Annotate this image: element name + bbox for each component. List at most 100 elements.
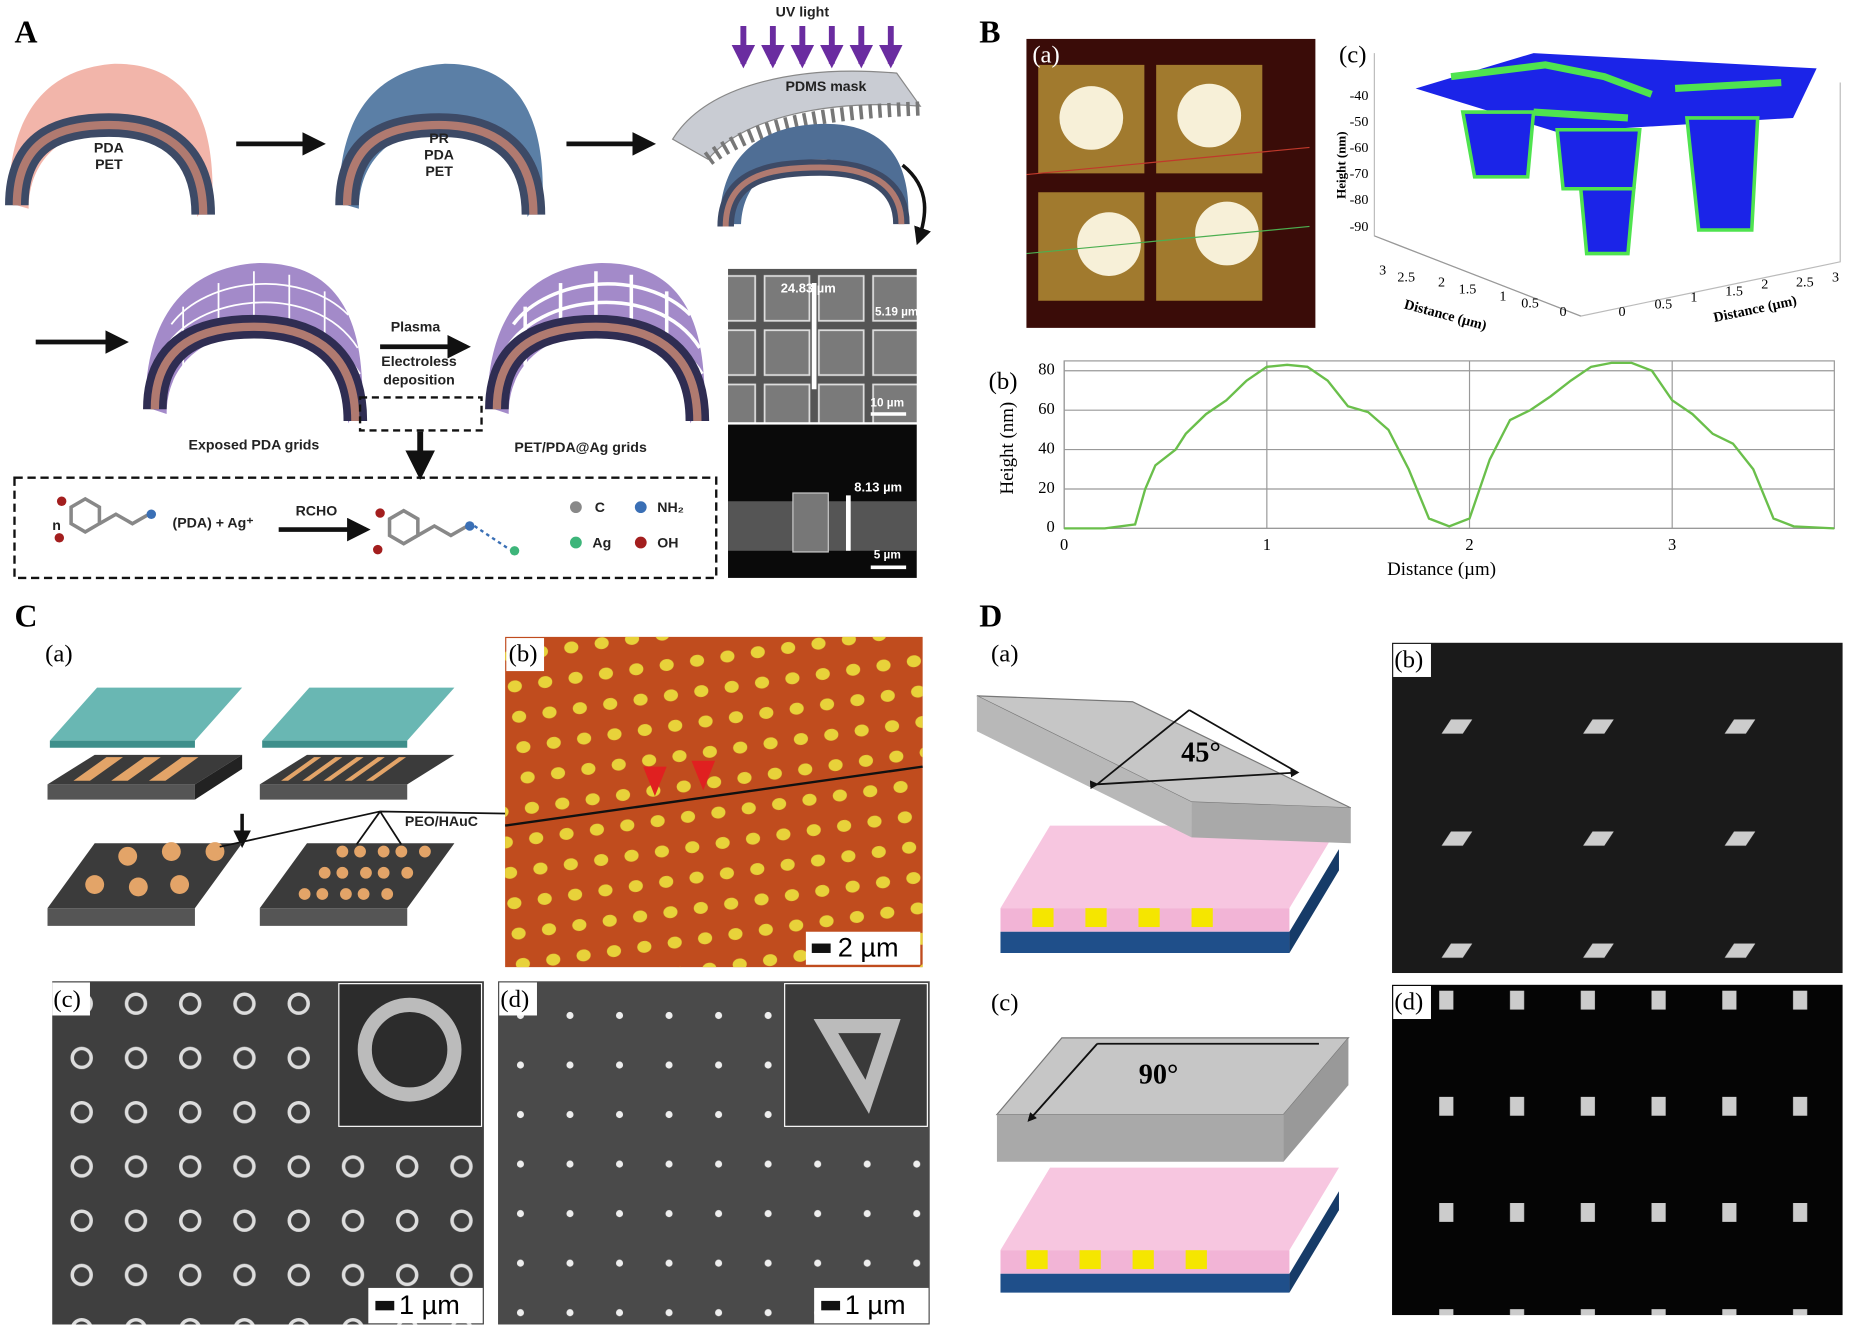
x-tick-label: 0.5 bbox=[1654, 297, 1672, 313]
sub-label: (a) bbox=[991, 640, 1018, 667]
sub-label: (c) bbox=[53, 986, 80, 1013]
arch-ag-grid bbox=[485, 263, 710, 424]
schematic-45: 45° bbox=[976, 695, 1352, 953]
uv-label: UV light bbox=[776, 4, 830, 20]
sem-d-d: (d) bbox=[1392, 984, 1843, 1316]
uv-exposure: UV light PDMS mask bbox=[671, 4, 931, 246]
x-tick-label: 1 bbox=[1263, 535, 1271, 554]
arch-grid bbox=[143, 263, 368, 424]
schematic-90: 90° bbox=[995, 1037, 1350, 1293]
legend-entry: Ag bbox=[592, 534, 611, 550]
sub-label: (b) bbox=[509, 640, 538, 667]
height-profile: (b) Height (nm) Distance (µm) 0 20 40 60 80 0… bbox=[989, 360, 1835, 580]
z-tick-label: -80 bbox=[1350, 192, 1369, 208]
sub-label: (b) bbox=[1394, 646, 1423, 673]
legend-entry: C bbox=[595, 499, 605, 515]
mask-label: PDMS mask bbox=[785, 78, 866, 94]
panel-label: B bbox=[979, 15, 1000, 50]
panel-d: D (a) 45° (c) 90° (b) (d) bbox=[976, 599, 1843, 1316]
x-tick-label: 3 bbox=[1668, 535, 1676, 554]
z-tick-label: -70 bbox=[1350, 166, 1369, 182]
afm-image: (a) bbox=[1026, 38, 1316, 328]
caption: Exposed PDA grids bbox=[189, 437, 320, 453]
axis-label: Distance (µm) bbox=[1387, 559, 1496, 580]
x-tick-label: 0 bbox=[1060, 535, 1068, 554]
panel-c: C (a) PEO/HAuC (b) 2 µm (c) 1 µm bbox=[14, 599, 930, 1325]
x-tick-label: 0.5 bbox=[1521, 296, 1539, 312]
x-tick-label: 0 bbox=[1560, 304, 1567, 320]
layer-label: PDA bbox=[94, 139, 124, 155]
z-tick-label: -90 bbox=[1350, 219, 1369, 235]
step-label: Electroless bbox=[381, 353, 457, 369]
reaction: n (PDA) + Ag⁺ RCHO C NH₂ Ag OH bbox=[13, 476, 718, 580]
afm-dots: (b) 2 µm bbox=[504, 636, 923, 968]
x-tick-label: 3 bbox=[1379, 263, 1386, 279]
x-tick-label: 3 bbox=[1832, 270, 1839, 286]
sem-top: 24.83 µm 5.19 µm 10 µm bbox=[728, 268, 918, 423]
layer-label: PDA bbox=[424, 146, 454, 162]
x-tick-label: 2.5 bbox=[1796, 274, 1814, 290]
y-tick-label: 0 bbox=[1046, 517, 1054, 536]
sub-label: (c) bbox=[991, 990, 1018, 1017]
panel-label: D bbox=[979, 599, 1002, 634]
sub-label: (b) bbox=[989, 368, 1018, 395]
measure-label: 5.19 µm bbox=[875, 306, 918, 319]
sub-label: (d) bbox=[500, 986, 529, 1013]
x-tick-label: 1.5 bbox=[1459, 281, 1477, 297]
sub-label: (c) bbox=[1339, 41, 1366, 68]
x-tick-label: 2 bbox=[1465, 535, 1473, 554]
x-tick-label: 2 bbox=[1761, 277, 1768, 293]
panel-label: C bbox=[14, 599, 37, 634]
arch-pda: PDA PET bbox=[5, 63, 215, 218]
y-tick-label: 80 bbox=[1038, 360, 1055, 379]
x-tick-label: 1 bbox=[1690, 290, 1697, 306]
z-tick-label: -50 bbox=[1350, 114, 1369, 130]
sem-bottom: 8.13 µm 5 µm bbox=[728, 424, 917, 578]
reactants: (PDA) + Ag⁺ bbox=[173, 514, 254, 530]
y-tick-label: 40 bbox=[1038, 438, 1055, 457]
panel-b: B (a) (c) Height (nm) Distance (µm) Dist… bbox=[979, 15, 1841, 580]
step-label: deposition bbox=[383, 372, 454, 388]
scale-label: 1 µm bbox=[845, 1289, 906, 1320]
layer-label: PET bbox=[425, 163, 453, 179]
scale-label: 5 µm bbox=[874, 549, 901, 562]
reaction-n: n bbox=[52, 517, 61, 533]
sub-label: (a) bbox=[1032, 41, 1059, 68]
panel-a: A PDA PET PR PDA PET UV light PDMS mask bbox=[5, 4, 931, 580]
sem-d: (d) 1 µm bbox=[498, 981, 930, 1325]
x-tick-label: 0 bbox=[1618, 304, 1625, 320]
panel-label: A bbox=[14, 15, 37, 50]
sem-d-b: (b) bbox=[1392, 642, 1843, 974]
axis-label: Distance (µm) bbox=[1402, 297, 1488, 334]
legend-entry: OH bbox=[657, 534, 678, 550]
surface-plot: (c) Height (nm) Distance (µm) Distance (… bbox=[1333, 41, 1841, 334]
schematic: PEO/HAuC bbox=[47, 687, 520, 926]
y-tick-label: 20 bbox=[1038, 478, 1055, 497]
axis-label: Height (nm) bbox=[997, 402, 1018, 495]
measure-label: 8.13 µm bbox=[854, 480, 902, 495]
step-label: Plasma bbox=[391, 319, 441, 335]
layer-label: PET bbox=[95, 156, 123, 172]
legend-entry: NH₂ bbox=[657, 499, 684, 515]
y-tick-label: 60 bbox=[1038, 399, 1055, 418]
zoom-box bbox=[358, 396, 483, 432]
scale-label: 1 µm bbox=[399, 1289, 460, 1320]
angle-label: 45° bbox=[1181, 737, 1221, 768]
profile-line bbox=[1064, 361, 1835, 530]
reagent: RCHO bbox=[296, 503, 338, 519]
scale-label: 10 µm bbox=[870, 396, 904, 409]
material-label: PEO/HAuC bbox=[405, 813, 478, 829]
sem-c: (c) 1 µm bbox=[52, 981, 484, 1325]
arch-pr: PR PDA PET bbox=[335, 63, 546, 218]
sub-label: (a) bbox=[45, 640, 72, 667]
x-tick-label: 1.5 bbox=[1725, 284, 1743, 300]
x-tick-label: 1 bbox=[1499, 288, 1506, 304]
x-tick-label: 2.5 bbox=[1397, 270, 1415, 286]
measure-label: 24.83 µm bbox=[781, 280, 836, 295]
z-tick-label: -60 bbox=[1350, 140, 1369, 156]
x-tick-label: 2 bbox=[1438, 274, 1445, 290]
z-tick-label: -40 bbox=[1350, 88, 1369, 104]
sub-label: (d) bbox=[1394, 988, 1423, 1015]
caption: PET/PDA@Ag grids bbox=[514, 439, 647, 455]
